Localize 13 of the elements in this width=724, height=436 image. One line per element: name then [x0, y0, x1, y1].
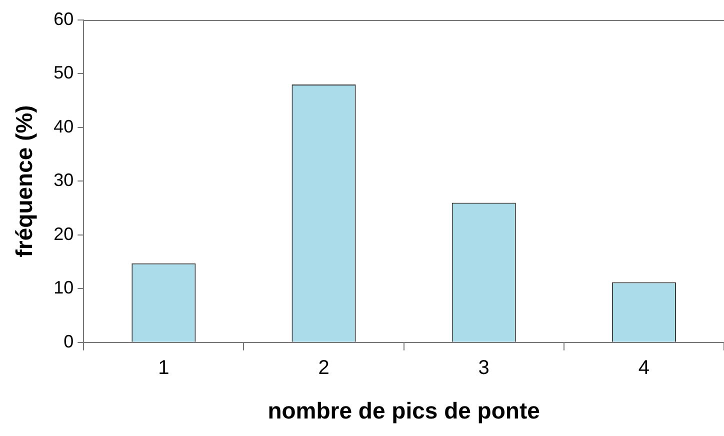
y-tick-label: 40 [54, 116, 74, 136]
y-tick-label: 50 [54, 62, 74, 83]
y-tick-label: 20 [54, 224, 74, 244]
y-tick-label: 60 [54, 8, 74, 29]
x-axis-title: nombre de pics de ponte [268, 398, 540, 424]
y-tick-label: 10 [54, 278, 74, 298]
x-tick-label: 1 [158, 356, 170, 379]
x-tick-label: 3 [478, 356, 490, 379]
y-axis-title: fréquence (%) [11, 105, 38, 258]
x-tick-label: 4 [638, 356, 650, 379]
y-tick-label: 0 [64, 331, 74, 352]
y-tick-label: 30 [54, 170, 74, 190]
x-tick-label: 2 [318, 356, 330, 379]
